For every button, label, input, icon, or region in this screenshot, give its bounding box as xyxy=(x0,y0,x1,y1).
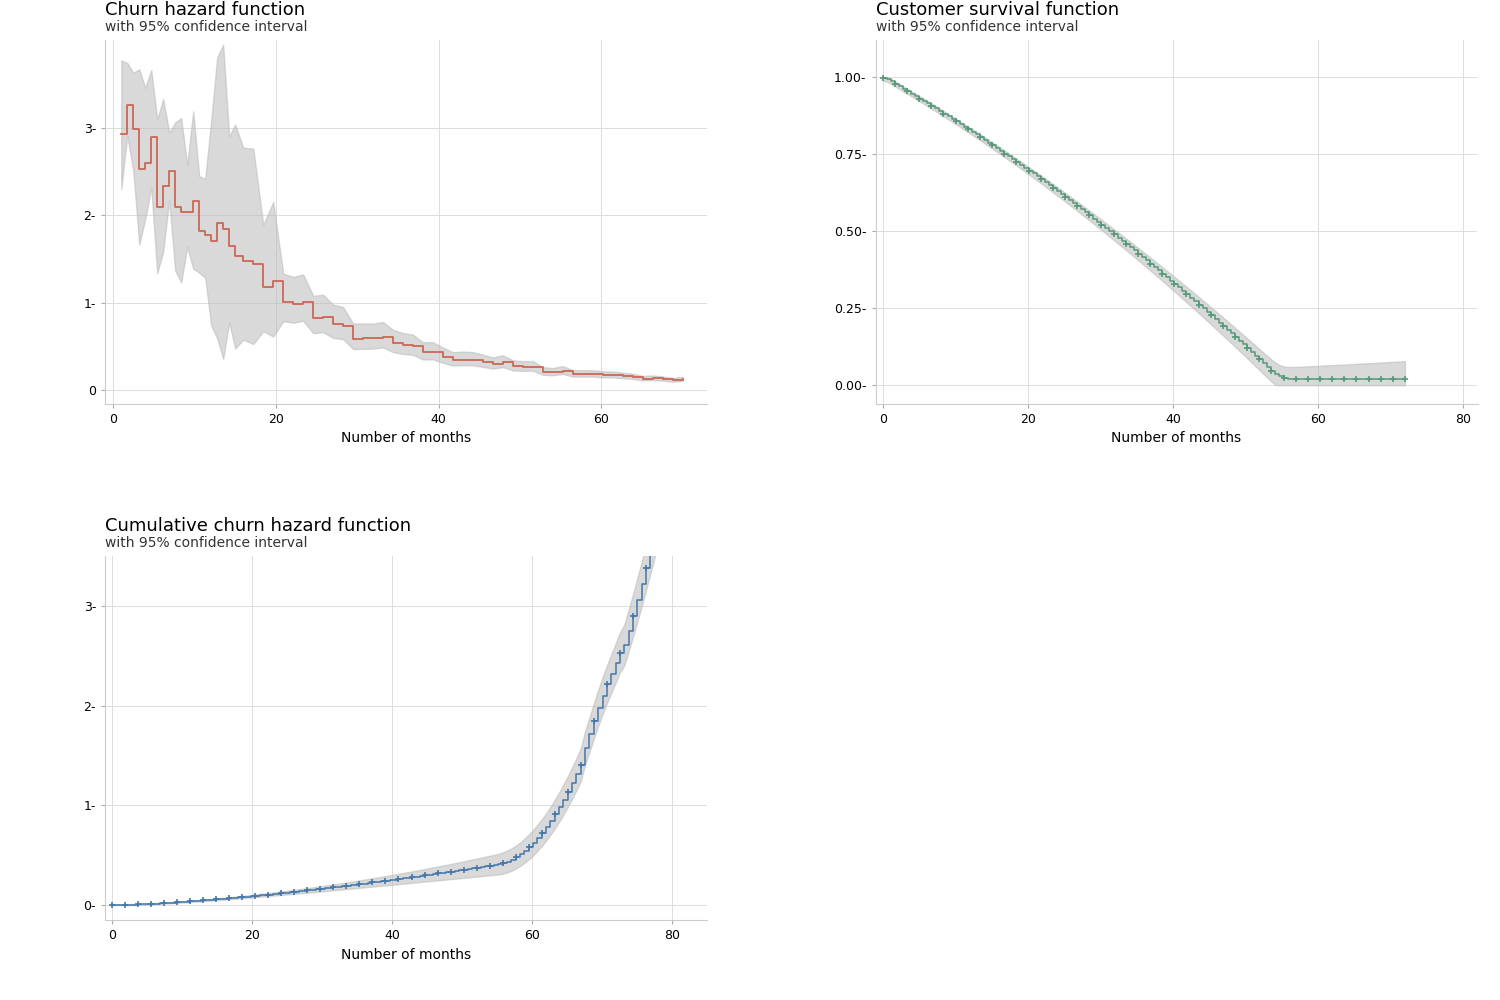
Text: Churn hazard function: Churn hazard function xyxy=(105,1,304,19)
Text: with 95% confidence interval: with 95% confidence interval xyxy=(105,20,308,34)
X-axis label: Number of months: Number of months xyxy=(1112,431,1242,445)
Text: Customer survival function: Customer survival function xyxy=(876,1,1119,19)
X-axis label: Number of months: Number of months xyxy=(340,948,471,962)
X-axis label: Number of months: Number of months xyxy=(340,431,471,445)
Text: Cumulative churn hazard function: Cumulative churn hazard function xyxy=(105,517,411,535)
Text: with 95% confidence interval: with 95% confidence interval xyxy=(105,536,308,550)
Text: with 95% confidence interval: with 95% confidence interval xyxy=(876,20,1078,34)
